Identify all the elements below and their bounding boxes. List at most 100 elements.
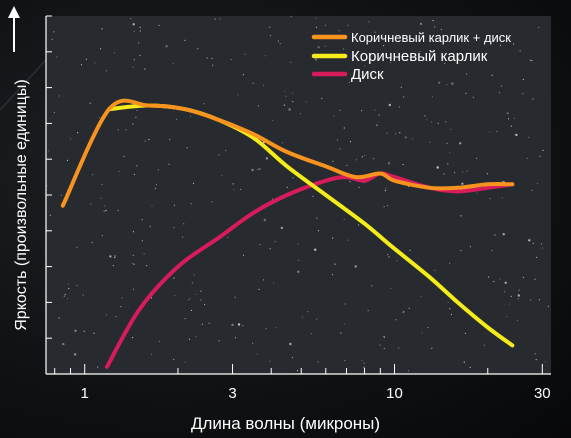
star — [373, 158, 375, 160]
star — [221, 175, 223, 177]
star — [488, 276, 490, 278]
star — [535, 359, 537, 361]
star — [383, 335, 385, 338]
star — [437, 81, 441, 85]
star — [385, 188, 387, 190]
star — [321, 97, 323, 99]
star — [265, 157, 269, 160]
star — [374, 109, 376, 111]
star — [262, 279, 265, 281]
star — [195, 293, 197, 295]
star — [491, 250, 493, 252]
star — [449, 308, 451, 310]
star — [233, 189, 235, 191]
star — [364, 65, 366, 67]
star — [90, 203, 92, 205]
star — [434, 269, 436, 271]
star — [76, 246, 78, 248]
star — [466, 170, 468, 172]
star — [139, 54, 141, 56]
star — [299, 113, 302, 115]
star — [489, 198, 491, 200]
star — [460, 249, 462, 252]
star — [277, 40, 279, 42]
star — [190, 203, 192, 205]
star — [538, 299, 540, 301]
star — [378, 59, 380, 61]
star — [82, 294, 84, 296]
star — [315, 17, 317, 19]
star — [109, 255, 112, 258]
star — [355, 159, 358, 161]
star — [101, 28, 103, 30]
star — [186, 147, 188, 149]
star — [151, 205, 153, 207]
star — [437, 122, 439, 124]
star — [317, 230, 320, 232]
star — [133, 263, 135, 265]
star — [331, 274, 334, 276]
star — [264, 55, 267, 57]
star — [189, 297, 191, 299]
star — [338, 30, 340, 32]
star — [203, 103, 205, 105]
star — [314, 58, 318, 61]
star — [526, 157, 528, 159]
star — [388, 103, 391, 107]
star — [374, 31, 376, 33]
star — [197, 48, 199, 50]
star — [298, 259, 300, 261]
star — [426, 119, 428, 121]
star — [420, 22, 422, 24]
star — [169, 138, 171, 141]
star — [218, 154, 220, 156]
star — [132, 66, 134, 68]
star — [225, 150, 227, 152]
star — [461, 171, 464, 173]
starfield — [46, 16, 550, 372]
star — [519, 50, 521, 52]
star — [399, 132, 401, 134]
star — [466, 73, 468, 75]
star — [288, 108, 291, 111]
star — [507, 118, 510, 120]
star — [218, 340, 220, 342]
star — [132, 231, 134, 233]
star — [503, 291, 505, 293]
star — [262, 84, 265, 86]
star — [144, 140, 146, 142]
star — [67, 283, 70, 285]
star — [404, 136, 407, 139]
star — [476, 157, 478, 159]
star — [358, 186, 360, 189]
star — [138, 42, 140, 44]
star — [242, 325, 244, 327]
star — [528, 136, 530, 139]
star — [396, 260, 398, 262]
star — [544, 361, 547, 363]
star — [529, 59, 532, 61]
star — [259, 244, 261, 246]
star — [275, 327, 277, 329]
star — [501, 197, 503, 199]
star — [346, 164, 348, 167]
star — [361, 110, 363, 112]
star — [149, 225, 151, 227]
star — [536, 182, 539, 184]
star — [51, 38, 53, 41]
star — [517, 298, 519, 300]
star — [206, 57, 208, 59]
star — [486, 173, 488, 175]
star — [112, 265, 114, 267]
star — [230, 58, 232, 61]
star — [141, 240, 143, 242]
star — [420, 295, 422, 297]
star — [139, 30, 141, 32]
star — [352, 39, 354, 41]
star — [296, 369, 298, 372]
star — [332, 160, 334, 162]
star — [101, 183, 103, 185]
star — [378, 114, 380, 116]
star — [130, 17, 132, 20]
star — [231, 323, 234, 327]
